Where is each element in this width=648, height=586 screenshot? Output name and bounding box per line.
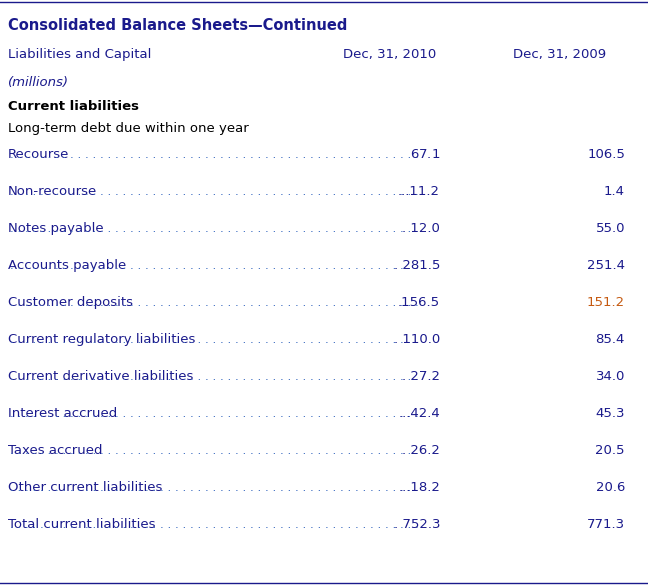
Text: Current liabilities: Current liabilities (8, 100, 139, 113)
Text: 85.4: 85.4 (596, 333, 625, 346)
Text: 55.0: 55.0 (596, 222, 625, 235)
Text: . . . . . . . . . . . . . . . . . . . . . . . . . . . . . . . . . . . . . . . . : . . . . . . . . . . . . . . . . . . . . … (10, 518, 422, 531)
Text: . 281.5: . 281.5 (393, 259, 440, 272)
Text: . . . . . . . . . . . . . . . . . . . . . . . . . . . . . . . . . . . . . . . . : . . . . . . . . . . . . . . . . . . . . … (10, 296, 422, 309)
Text: .156.5: .156.5 (398, 296, 440, 309)
Text: 34.0: 34.0 (596, 370, 625, 383)
Text: ...42.4: ...42.4 (399, 407, 440, 420)
Text: Other current liabilities: Other current liabilities (8, 481, 163, 494)
Text: ...11.2: ...11.2 (398, 185, 440, 198)
Text: Long-term debt due within one year: Long-term debt due within one year (8, 122, 249, 135)
Text: Accounts payable: Accounts payable (8, 259, 126, 272)
Text: 20.5: 20.5 (596, 444, 625, 457)
Text: 771.3: 771.3 (587, 518, 625, 531)
Text: Current derivative liabilities: Current derivative liabilities (8, 370, 193, 383)
Text: 151.2: 151.2 (587, 296, 625, 309)
Text: Dec, 31, 2010: Dec, 31, 2010 (343, 48, 437, 61)
Text: Dec, 31, 2009: Dec, 31, 2009 (513, 48, 607, 61)
Text: . . . . . . . . . . . . . . . . . . . . . . . . . . . . . . . . . . . . . . . . : . . . . . . . . . . . . . . . . . . . . … (10, 333, 422, 346)
Text: 45.3: 45.3 (596, 407, 625, 420)
Text: Recourse: Recourse (8, 148, 69, 161)
Text: Consolidated Balance Sheets—Continued: Consolidated Balance Sheets—Continued (8, 18, 347, 33)
Text: . . . . . . . . . . . . . . . . . . . . . . . . . . . . . . . . . . . . . . . . : . . . . . . . . . . . . . . . . . . . . … (10, 481, 422, 494)
Text: 251.4: 251.4 (587, 259, 625, 272)
Text: . . . . . . . . . . . . . . . . . . . . . . . . . . . . . . . . . . . . . . . . : . . . . . . . . . . . . . . . . . . . . … (10, 222, 422, 235)
Text: Liabilities and Capital: Liabilities and Capital (8, 48, 152, 61)
Text: . 12.0: . 12.0 (402, 222, 440, 235)
Text: . 26.2: . 26.2 (402, 444, 440, 457)
Text: . . . . . . . . . . . . . . . . . . . . . . . . . . . . . . . . . . . . . . . . : . . . . . . . . . . . . . . . . . . . . … (10, 370, 422, 383)
Text: 106.5: 106.5 (587, 148, 625, 161)
Text: Notes payable: Notes payable (8, 222, 104, 235)
Text: ...18.2: ...18.2 (398, 481, 440, 494)
Text: 1.4: 1.4 (604, 185, 625, 198)
Text: $ 67.1 $: $ 67.1 $ (410, 148, 440, 161)
Text: . . . . . . . . . . . . . . . . . . . . . . . . . . . . . . . . . . . . . . . . : . . . . . . . . . . . . . . . . . . . . … (10, 407, 422, 420)
Text: Customer deposits: Customer deposits (8, 296, 133, 309)
Text: . . . . . . . . . . . . . . . . . . . . . . . . . . . . . . . . . . . . . . . . : . . . . . . . . . . . . . . . . . . . . … (10, 185, 422, 198)
Text: . . . . . . . . . . . . . . . . . . . . . . . . . . . . . . . . . . . . . . . . : . . . . . . . . . . . . . . . . . . . . … (10, 444, 422, 457)
Text: 20.6: 20.6 (596, 481, 625, 494)
Text: Taxes accrued: Taxes accrued (8, 444, 102, 457)
Text: . . . . . . . . . . . . . . . . . . . . . . . . . . . . . . . . . . . . . . . . : . . . . . . . . . . . . . . . . . . . . … (10, 259, 422, 272)
Text: (millions): (millions) (8, 76, 69, 89)
Text: . 110.0: . 110.0 (394, 333, 440, 346)
Text: Non-recourse: Non-recourse (8, 185, 97, 198)
Text: . 752.3: . 752.3 (393, 518, 440, 531)
Text: Current regulatory liabilities: Current regulatory liabilities (8, 333, 196, 346)
Text: . 27.2: . 27.2 (402, 370, 440, 383)
Text: . . . . . . . . . . . . . . . . . . . . . . . . . . . . . . . . . . . . . . . . : . . . . . . . . . . . . . . . . . . . . … (10, 148, 422, 161)
Text: Total current liabilities: Total current liabilities (8, 518, 156, 531)
Text: Interest accrued: Interest accrued (8, 407, 117, 420)
